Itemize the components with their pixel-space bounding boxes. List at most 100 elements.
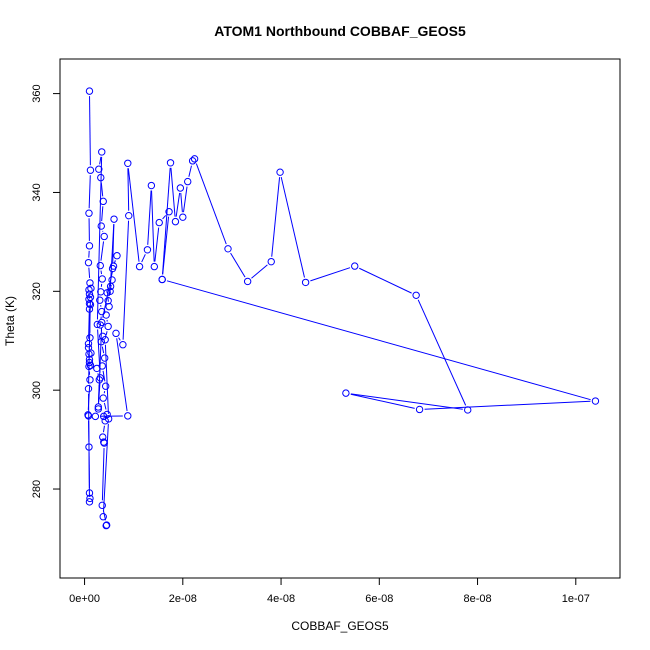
data-point <box>98 501 106 510</box>
series-segment <box>166 280 591 401</box>
series-segment <box>112 224 115 264</box>
series-segment <box>122 220 130 340</box>
data-point <box>147 181 156 190</box>
data-point <box>91 412 100 421</box>
data-point <box>96 261 104 270</box>
data-point <box>84 258 93 267</box>
series-segment <box>350 393 415 409</box>
data-point <box>101 382 110 390</box>
series-segment <box>170 167 176 217</box>
data-point <box>171 217 180 226</box>
series-segment <box>103 423 109 512</box>
data-point <box>108 276 116 284</box>
data-point <box>96 374 104 382</box>
data-point <box>84 340 93 348</box>
data-point <box>85 350 93 358</box>
data-point <box>158 275 166 284</box>
data-point <box>96 296 104 304</box>
series-segment <box>230 252 246 278</box>
x-axis: 0e+00 2e-08 4e-08 6e-08 8e-08 1e-07 <box>69 577 590 605</box>
series-segment <box>100 182 104 197</box>
series-segment <box>88 308 90 339</box>
data-point <box>85 295 93 303</box>
series-segment <box>141 254 146 263</box>
series-segment <box>162 215 167 220</box>
y-tick-label: 300 <box>31 381 43 399</box>
data-point <box>98 275 106 283</box>
data-point <box>86 494 94 503</box>
data-point <box>94 405 103 413</box>
data-point <box>165 208 173 216</box>
series-segment <box>89 96 91 166</box>
data-point <box>97 338 105 346</box>
data-point <box>106 287 114 296</box>
data-point <box>113 252 121 260</box>
data-point <box>99 197 107 206</box>
data-point <box>109 262 118 270</box>
series-segment <box>101 346 105 354</box>
data-point <box>85 355 94 364</box>
series-segment <box>127 168 140 262</box>
series-segment <box>100 241 105 261</box>
data-point <box>85 299 94 308</box>
series-segment <box>180 192 183 213</box>
data-point <box>97 222 105 230</box>
data-point <box>86 166 95 174</box>
data-point <box>104 415 113 423</box>
series-segment <box>350 393 463 410</box>
x-tick-label: 8e-08 <box>463 593 491 605</box>
data-point <box>243 277 252 286</box>
data-point <box>86 300 95 309</box>
chart-title: ATOM1 Northbound COBBAF_GEOS5 <box>214 23 466 39</box>
series-segment <box>195 163 227 245</box>
data-point <box>112 329 120 338</box>
series-segment <box>102 425 105 433</box>
data-point <box>591 397 600 405</box>
data-point <box>101 354 109 362</box>
series-segment <box>105 331 108 335</box>
data-point <box>98 148 106 156</box>
series-segment <box>104 344 109 414</box>
data-point <box>99 394 107 402</box>
data-point <box>102 521 110 530</box>
data-point <box>104 322 112 331</box>
series-segment <box>102 510 107 521</box>
data-point <box>155 218 163 227</box>
data-point <box>119 340 127 349</box>
data-point <box>342 389 350 397</box>
data-point <box>464 406 472 414</box>
y-tick-label: 280 <box>31 480 43 498</box>
data-point <box>301 278 310 287</box>
series-segment <box>100 270 103 275</box>
data-point <box>99 513 107 521</box>
data-point <box>95 165 103 173</box>
series-segment <box>118 337 121 341</box>
x-tick-label: 2e-08 <box>169 593 197 605</box>
data-point <box>276 168 284 176</box>
data-point <box>412 291 420 299</box>
series-segment <box>98 327 103 404</box>
series-segment <box>101 206 104 222</box>
data-point <box>135 262 144 271</box>
data-point <box>188 157 197 165</box>
data-point <box>124 159 132 167</box>
data-point <box>104 297 112 305</box>
data-point <box>179 213 187 221</box>
data-point <box>85 498 94 506</box>
series-segment <box>280 176 305 278</box>
data-point <box>85 443 93 451</box>
series-segment <box>359 267 412 294</box>
data-point <box>267 257 275 266</box>
series-segment <box>99 156 102 165</box>
y-axis-label: Theta (K) <box>3 296 17 346</box>
series-segment <box>151 190 155 262</box>
x-tick-label: 6e-08 <box>365 593 393 605</box>
data-point <box>224 245 232 253</box>
data-point <box>85 242 94 250</box>
data-point <box>85 362 93 371</box>
x-tick-label: 1e-07 <box>562 593 590 605</box>
series-cobbaf-geos5 <box>84 87 600 530</box>
series-segment <box>102 370 106 382</box>
data-point <box>86 376 94 384</box>
